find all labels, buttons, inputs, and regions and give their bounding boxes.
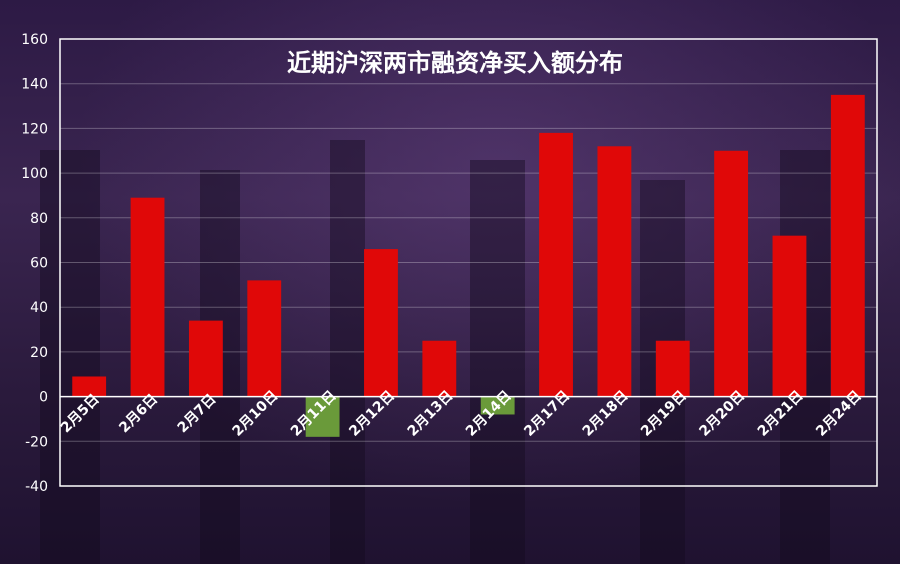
y-tick-label: 100 — [21, 166, 48, 182]
y-tick-label: 120 — [21, 121, 48, 137]
x-category-label: 2月6日 — [116, 391, 161, 436]
y-tick-label: 140 — [21, 77, 48, 93]
chart-title: 近期沪深两市融资净买入额分布 — [287, 49, 623, 77]
y-tick-label: -20 — [25, 434, 48, 450]
gridlines — [60, 83, 877, 442]
background-building — [330, 140, 365, 564]
bar — [72, 376, 107, 397]
y-tick-label: 60 — [30, 256, 48, 272]
bars — [72, 94, 865, 437]
background-building — [40, 150, 100, 564]
bar — [188, 320, 223, 397]
bar — [130, 197, 165, 397]
bar — [830, 94, 865, 397]
y-tick-label: 40 — [30, 300, 48, 316]
bar — [247, 280, 282, 397]
y-tick-label: -40 — [25, 479, 48, 495]
bar — [597, 146, 632, 397]
bar — [655, 340, 690, 397]
bar — [539, 132, 573, 397]
y-tick-label: 80 — [30, 211, 48, 227]
y-tick-label: 20 — [30, 345, 48, 361]
bar — [480, 396, 515, 415]
x-category-label: 2月7日 — [175, 391, 220, 436]
x-category-label: 2月5日 — [58, 391, 103, 436]
bar — [422, 340, 457, 397]
bar — [714, 150, 749, 397]
y-tick-label: 0 — [39, 390, 48, 406]
plot-frame — [59, 38, 878, 487]
bar — [305, 396, 340, 437]
bar — [364, 249, 398, 397]
bar — [772, 235, 807, 397]
y-tick-label: 160 — [21, 32, 48, 48]
background-building — [470, 160, 525, 564]
